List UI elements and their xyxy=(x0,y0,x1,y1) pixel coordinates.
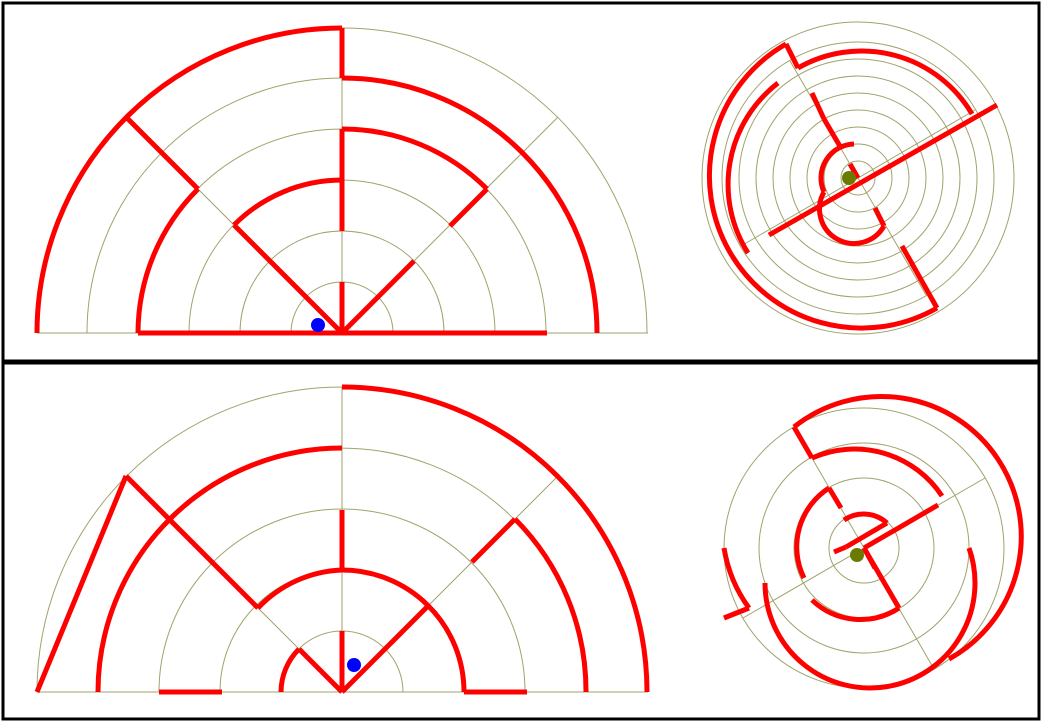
player-marker[interactable] xyxy=(311,318,325,332)
maze-walls xyxy=(721,394,1024,691)
maze-guide-lines xyxy=(701,21,1015,335)
maze-walls xyxy=(34,384,650,695)
player-marker[interactable] xyxy=(347,658,361,672)
goal-marker xyxy=(842,171,856,185)
puzzle-panel-bottom xyxy=(1,361,1041,721)
maze-walls xyxy=(706,41,999,331)
semicircle-maze-top xyxy=(34,25,648,336)
circular-maze-top xyxy=(701,21,1015,335)
puzzle-panel-top xyxy=(1,1,1041,363)
circular-maze-bottom xyxy=(721,394,1024,691)
maze-walls xyxy=(34,25,600,336)
semicircle-maze-bottom xyxy=(34,384,650,695)
goal-marker xyxy=(850,548,864,562)
